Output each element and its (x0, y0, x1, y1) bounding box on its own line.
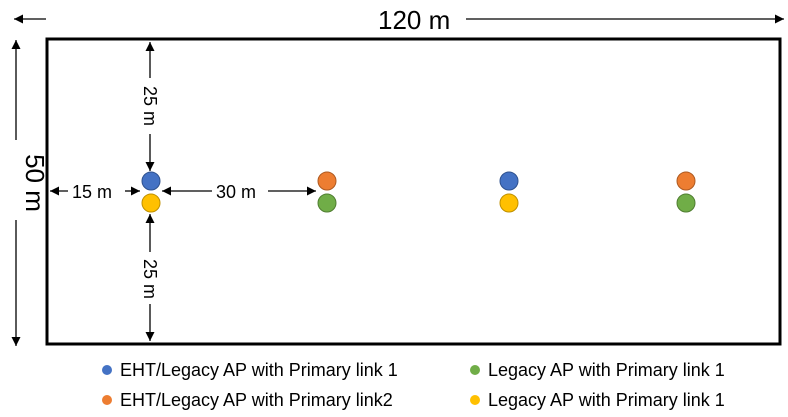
ap-yellow-marker (141, 193, 161, 213)
legend-blue-marker (102, 365, 112, 375)
spacing-label: 30 m (216, 182, 256, 202)
legend-yellow-marker (470, 395, 480, 405)
legend-item: Legacy AP with Primary link 1 (470, 390, 725, 410)
ap-group-2 (317, 171, 337, 213)
width-dimension-label: 120 m (378, 5, 450, 35)
legend: EHT/Legacy AP with Primary link 1 Legacy… (102, 360, 725, 410)
legend-item: EHT/Legacy AP with Primary link 1 (102, 360, 398, 380)
ap-yellow-marker (499, 193, 519, 213)
legend-item-label: EHT/Legacy AP with Primary link 1 (120, 360, 398, 380)
ap-green-marker (676, 193, 696, 213)
legend-orange-marker (102, 395, 112, 405)
ap-orange-marker (676, 171, 696, 191)
ap-orange-marker (317, 171, 337, 191)
legend-item-label: Legacy AP with Primary link 1 (488, 360, 725, 380)
left-offset-label: 15 m (72, 182, 112, 202)
legend-item-label: EHT/Legacy AP with Primary link2 (120, 390, 393, 410)
ap-group-1 (141, 171, 161, 213)
top-offset-label: 25 m (140, 86, 160, 126)
legend-green-marker (470, 365, 480, 375)
ap-group-4 (676, 171, 696, 213)
bottom-offset-label: 25 m (140, 259, 160, 299)
legend-item: EHT/Legacy AP with Primary link2 (102, 390, 393, 410)
ap-group-3 (499, 171, 519, 213)
ap-blue-marker (499, 171, 519, 191)
ap-blue-marker (141, 171, 161, 191)
legend-item-label: Legacy AP with Primary link 1 (488, 390, 725, 410)
height-dimension-label: 50 m (20, 154, 50, 212)
legend-item: Legacy AP with Primary link 1 (470, 360, 725, 380)
deployment-area (45, 37, 782, 346)
ap-green-marker (317, 193, 337, 213)
